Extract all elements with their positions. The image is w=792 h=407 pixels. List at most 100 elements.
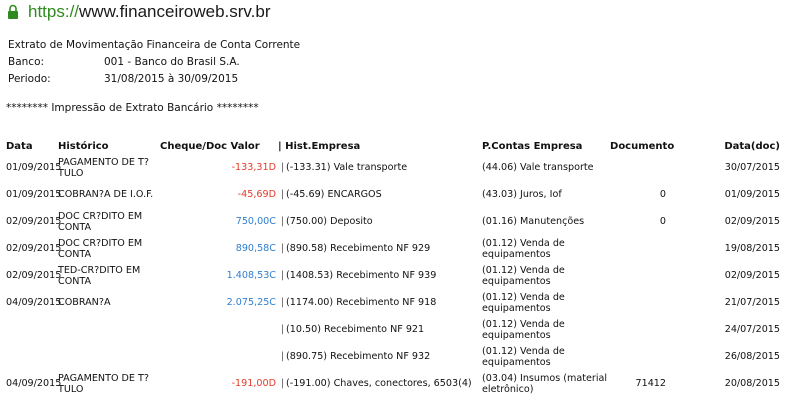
cell-valor: -45,69D <box>237 189 276 200</box>
cell-p-contas: (01.12) Venda de equipamentos <box>482 264 565 287</box>
cell-documento <box>610 235 710 262</box>
cell-hist-empresa: (890.75) Recebimento NF 932 <box>286 351 431 362</box>
cell-p-contas: (01.12) Venda de equipamentos <box>482 318 565 341</box>
bank-label: Banco: <box>8 56 45 68</box>
col-cheque-valor: Cheque/Doc Valor <box>158 138 278 154</box>
cell-p-contas: (43.03) Juros, Iof <box>482 189 562 200</box>
url-scheme: https:// <box>28 2 80 21</box>
table-row: | (890.75) Recebimento NF 932 (01.12) Vend… <box>0 343 792 370</box>
cell-p-contas: (01.12) Venda de equipamentos <box>482 237 565 260</box>
cell-historico: COBRAN?A <box>58 297 111 308</box>
table-header-row: Data Histórico Cheque/Doc Valor | Hist.E… <box>0 138 792 154</box>
col-historico: Histórico <box>58 140 109 152</box>
cell-documento <box>610 316 710 343</box>
cell-separator: | <box>281 351 285 362</box>
cell-historico: COBRAN?A DE I.O.F. <box>58 189 154 200</box>
bank-row: Banco: 001 - Banco do Brasil S.A. <box>8 54 300 71</box>
cell-valor: -133,31D <box>231 162 276 173</box>
col-data: Data <box>6 140 33 152</box>
report-title: Extrato de Movimentação Financeira de Co… <box>8 39 301 51</box>
cell-hist-empresa: (10.50) Recebimento NF 921 <box>286 324 425 335</box>
cell-hist-empresa: (-133.31) Vale transporte <box>286 162 408 173</box>
col-data-doc: Data(doc) <box>724 140 781 152</box>
col-p-contas: P.Contas Empresa <box>482 140 583 152</box>
period-row: Periodo: 31/08/2015 à 30/09/2015 <box>8 71 300 88</box>
address-bar[interactable]: https://www.financeiroweb.srv.br <box>0 0 792 24</box>
cell-hist-empresa: (1174.00) Recebimento NF 918 <box>286 297 437 308</box>
table-row: 02/09/2015 DOC CR?DITO EM CONTA 750,00C | (7… <box>0 208 792 235</box>
cell-separator: | <box>281 216 285 227</box>
cell-documento <box>610 262 710 289</box>
cell-data <box>0 316 58 343</box>
cell-p-contas: (01.16) Manutenções <box>482 216 585 227</box>
print-banner: ******** Impressão de Extrato Bancário *… <box>6 102 259 114</box>
table-row: 01/09/2015 COBRAN?A DE I.O.F. -45,69D | (-45… <box>0 181 792 208</box>
cell-historico: PAGAMENTO DE T?TULO <box>58 372 149 395</box>
cell-data-doc: 26/08/2015 <box>724 351 781 362</box>
cell-data: 01/09/2015 <box>6 189 62 200</box>
cell-data: 02/09/2015 <box>6 216 62 227</box>
cell-documento: 71412 <box>635 378 667 389</box>
cell-separator: | <box>281 324 285 335</box>
cell-hist-empresa: (1408.53) Recebimento NF 939 <box>286 270 437 281</box>
col-valor: Valor <box>230 140 260 152</box>
cell-data-doc: 01/09/2015 <box>724 189 781 200</box>
period-label: Periodo: <box>8 73 51 85</box>
cell-data-doc: 02/09/2015 <box>724 270 781 281</box>
cell-data <box>0 343 58 370</box>
period-value: 31/08/2015 à 30/09/2015 <box>104 73 239 85</box>
cell-separator: | <box>281 378 285 389</box>
cell-valor: 2.075,25C <box>226 297 276 308</box>
cell-data: 02/09/2015 <box>6 243 62 254</box>
cell-data-doc: 20/08/2015 <box>724 378 781 389</box>
cell-documento: 0 <box>659 216 667 227</box>
cell-separator: | <box>281 297 285 308</box>
cell-hist-empresa: (-45.69) ENCARGOS <box>286 189 382 200</box>
cell-separator: | <box>281 243 285 254</box>
cell-data-doc: 30/07/2015 <box>724 162 781 173</box>
url-host: www.financeiroweb.srv.br <box>79 2 271 21</box>
cell-documento: 0 <box>659 189 667 200</box>
cell-p-contas: (44.06) Vale transporte <box>482 162 594 173</box>
cell-historico <box>58 343 158 370</box>
cell-data: 04/09/2015 <box>6 378 62 389</box>
cell-hist-empresa: (750.00) Deposito <box>286 216 373 227</box>
cell-data-doc: 24/07/2015 <box>724 324 781 335</box>
cell-documento <box>610 289 710 316</box>
col-hist-empresa: | Hist.Empresa <box>278 140 361 152</box>
table-row: 04/09/2015 COBRAN?A 2.075,25C | (1174.00) Re… <box>0 289 792 316</box>
lock-icon <box>4 2 22 22</box>
cell-separator: | <box>281 270 285 281</box>
cell-valor: 1.408,53C <box>226 270 276 281</box>
cell-historico: DOC CR?DITO EM CONTA <box>58 237 143 260</box>
cell-documento <box>610 343 710 370</box>
url-text[interactable]: https://www.financeiroweb.srv.br <box>28 2 271 22</box>
cell-p-contas: (01.12) Venda de equipamentos <box>482 291 565 314</box>
cell-separator: | <box>281 162 285 173</box>
bank-value: 001 - Banco do Brasil S.A. <box>104 56 240 68</box>
cell-data: 01/09/2015 <box>6 162 62 173</box>
cell-p-contas: (01.12) Venda de equipamentos <box>482 345 565 368</box>
cell-data: 02/09/2015 <box>6 270 62 281</box>
col-cheque: Cheque/Doc <box>160 140 228 152</box>
cell-data-doc: 19/08/2015 <box>724 243 781 254</box>
table-row: 02/09/2015 TED-CR?DITO EM CONTA 1.408,53C |… <box>0 262 792 289</box>
col-documento: Documento <box>610 140 675 152</box>
cell-hist-empresa: (-191.00) Chaves, conectores, 6503(4) <box>286 378 472 389</box>
cell-data: 04/09/2015 <box>6 297 62 308</box>
statement-table: Data Histórico Cheque/Doc Valor | Hist.E… <box>0 138 792 397</box>
cell-data-doc: 02/09/2015 <box>724 216 781 227</box>
table-row: 04/09/2015 PAGAMENTO DE T?TULO -191,00D | (-… <box>0 370 792 397</box>
cell-valor: -191,00D <box>231 378 276 389</box>
cell-valor: 890,58C <box>235 243 276 254</box>
table-row: 01/09/2015 PAGAMENTO DE T?TULO -133,31D | (-… <box>0 154 792 181</box>
table-row: 02/09/2015 DOC CR?DITO EM CONTA 890,58C | (8… <box>0 235 792 262</box>
cell-historico: PAGAMENTO DE T?TULO <box>58 156 149 179</box>
cell-separator: | <box>281 189 285 200</box>
table-body: 01/09/2015 PAGAMENTO DE T?TULO -133,31D | (-… <box>0 154 792 397</box>
cell-valor <box>158 343 278 370</box>
cell-historico: DOC CR?DITO EM CONTA <box>58 210 143 233</box>
cell-valor <box>158 316 278 343</box>
cell-data-doc: 21/07/2015 <box>724 297 781 308</box>
cell-historico: TED-CR?DITO EM CONTA <box>58 264 141 287</box>
